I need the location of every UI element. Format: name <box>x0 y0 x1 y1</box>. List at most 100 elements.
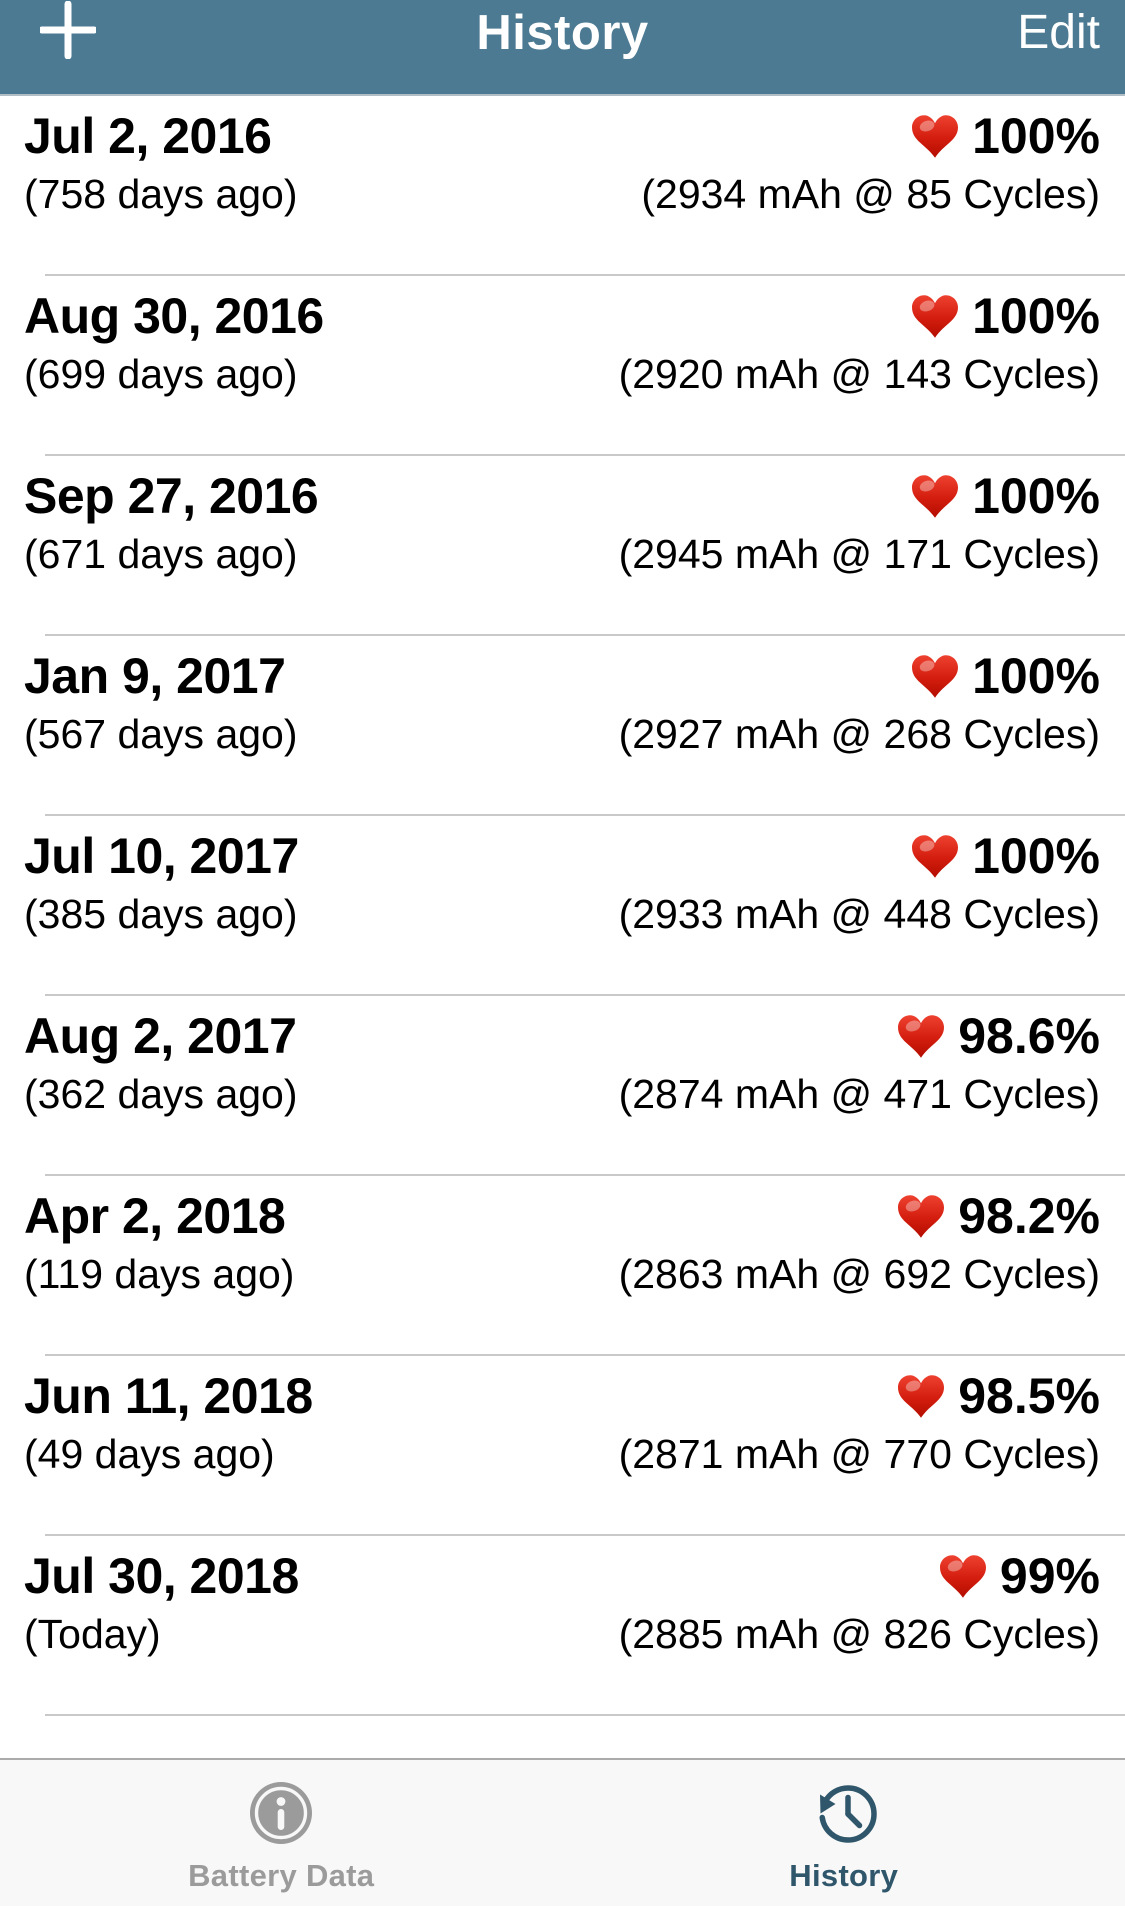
red-heart-icon <box>912 474 959 518</box>
red-heart-icon <box>898 1014 945 1058</box>
add-button[interactable] <box>38 0 98 60</box>
history-list-item[interactable]: Jun 11, 2018 (49 days ago) <box>0 1356 1125 1536</box>
row-separator <box>45 994 1125 996</box>
entry-capacity-cycles: (2945 mAh @ 171 Cycles) <box>618 531 1100 577</box>
entry-date: Apr 2, 2018 <box>24 1188 286 1244</box>
entry-left: Jan 9, 2017 (567 days ago) <box>24 646 298 762</box>
row-separator <box>45 1174 1125 1176</box>
history-list-item[interactable]: Jul 2, 2016 (758 days ago) <box>0 96 1125 276</box>
row-separator <box>45 634 1125 636</box>
entry-days-ago: (119 days ago) <box>24 1251 295 1297</box>
entry-days-ago: (567 days ago) <box>24 711 298 757</box>
entry-right: 98.2% (2863 mAh @ 692 Cycles) <box>619 1186 1100 1302</box>
entry-left: Jun 11, 2018 (49 days ago) <box>24 1366 313 1482</box>
history-list-item[interactable]: Jan 9, 2017 (567 days ago) <box>0 636 1125 816</box>
entry-health: 98.2% <box>619 1186 1100 1246</box>
entry-health-percent: 98.6% <box>958 1008 1100 1064</box>
entry-capacity-cycles: (2934 mAh @ 85 Cycles) <box>641 171 1100 217</box>
entry-date: Aug 2, 2017 <box>24 1008 297 1064</box>
entry-health-percent: 99% <box>999 1548 1100 1604</box>
entry-right: 100% (2927 mAh @ 268 Cycles) <box>619 646 1100 762</box>
entry-left: Sep 27, 2016 (671 days ago) <box>24 466 319 582</box>
nav-bar: History Edit <box>0 0 1125 96</box>
entry-left: Aug 30, 2016 (699 days ago) <box>24 286 324 402</box>
entry-date: Sep 27, 2016 <box>24 468 319 524</box>
tab-label-history: History <box>789 1858 899 1893</box>
history-list-item[interactable]: Aug 30, 2016 (699 days ago) <box>0 276 1125 456</box>
entry-health-percent: 100% <box>972 108 1100 164</box>
row-separator <box>45 814 1125 816</box>
entry-health-percent: 98.5% <box>958 1368 1100 1424</box>
red-heart-icon <box>912 114 959 158</box>
red-heart-icon <box>912 294 959 338</box>
entry-right: 100% (2945 mAh @ 171 Cycles) <box>619 466 1100 582</box>
entry-date: Jul 10, 2017 <box>24 828 299 884</box>
entry-health-percent: 100% <box>972 288 1100 344</box>
entry-health-percent: 100% <box>972 468 1100 524</box>
entry-right: 100% (2934 mAh @ 85 Cycles) <box>641 106 1100 222</box>
entry-left: Apr 2, 2018 (119 days ago) <box>24 1186 294 1302</box>
entry-right: 99% (2885 mAh @ 826 Cycles) <box>619 1546 1100 1662</box>
entry-capacity-cycles: (2863 mAh @ 692 Cycles) <box>618 1251 1100 1297</box>
entry-capacity-cycles: (2927 mAh @ 268 Cycles) <box>618 711 1100 757</box>
entry-health-percent: 100% <box>972 648 1100 704</box>
entry-left: Jul 30, 2018 (Today) <box>24 1546 299 1662</box>
history-list-item[interactable]: Aug 2, 2017 (362 days ago) <box>0 996 1125 1176</box>
red-heart-icon <box>912 834 959 878</box>
history-list-item[interactable]: Jul 10, 2017 (385 days ago) <box>0 816 1125 996</box>
history-list-item[interactable]: Apr 2, 2018 (119 days ago) <box>0 1176 1125 1356</box>
entry-capacity-cycles: (2874 mAh @ 471 Cycles) <box>618 1071 1100 1117</box>
red-heart-icon <box>898 1374 945 1418</box>
entry-right: 100% (2933 mAh @ 448 Cycles) <box>619 826 1100 942</box>
entry-health: 100% <box>641 106 1100 166</box>
entry-days-ago: (758 days ago) <box>24 171 298 217</box>
tab-battery-data[interactable]: Battery Data <box>0 1760 563 1906</box>
clock-history-icon <box>804 1780 884 1846</box>
row-separator <box>45 1714 1125 1716</box>
entry-capacity-cycles: (2871 mAh @ 770 Cycles) <box>618 1431 1100 1477</box>
history-list-item[interactable]: Sep 27, 2016 (671 days ago) <box>0 456 1125 636</box>
red-heart-icon <box>898 1194 945 1238</box>
entry-date: Jan 9, 2017 <box>24 648 286 704</box>
entry-date: Jul 30, 2018 <box>24 1548 299 1604</box>
entry-right: 98.5% (2871 mAh @ 770 Cycles) <box>619 1366 1100 1482</box>
entry-health-percent: 98.2% <box>958 1188 1100 1244</box>
entry-date: Jul 2, 2016 <box>24 108 272 164</box>
edit-button[interactable]: Edit <box>1017 0 1100 66</box>
tab-history[interactable]: History <box>563 1760 1125 1906</box>
entry-days-ago: (Today) <box>24 1611 161 1657</box>
entry-health: 98.6% <box>619 1006 1100 1066</box>
entry-health: 100% <box>619 286 1100 346</box>
row-separator <box>45 1354 1125 1356</box>
entry-left: Jul 10, 2017 (385 days ago) <box>24 826 299 942</box>
entry-days-ago: (385 days ago) <box>24 891 298 937</box>
entry-right: 100% (2920 mAh @ 143 Cycles) <box>619 286 1100 402</box>
entry-left: Jul 2, 2016 (758 days ago) <box>24 106 298 222</box>
row-separator <box>45 1534 1125 1536</box>
red-heart-icon <box>939 1554 986 1598</box>
info-circle-icon <box>249 1780 313 1846</box>
entry-capacity-cycles: (2885 mAh @ 826 Cycles) <box>618 1611 1100 1657</box>
history-list-item[interactable]: Jul 30, 2018 (Today) <box>0 1536 1125 1716</box>
entry-capacity-cycles: (2933 mAh @ 448 Cycles) <box>618 891 1100 937</box>
entry-days-ago: (362 days ago) <box>24 1071 298 1117</box>
row-separator <box>45 454 1125 456</box>
entry-health: 98.5% <box>619 1366 1100 1426</box>
entry-capacity-cycles: (2920 mAh @ 143 Cycles) <box>618 351 1100 397</box>
page-title: History <box>476 6 649 60</box>
history-list: Jul 2, 2016 (758 days ago) <box>0 96 1125 1716</box>
tab-label-battery-data: Battery Data <box>188 1858 375 1893</box>
entry-days-ago: (49 days ago) <box>24 1431 275 1477</box>
entry-right: 98.6% (2874 mAh @ 471 Cycles) <box>619 1006 1100 1122</box>
red-heart-icon <box>912 654 959 698</box>
entry-health: 100% <box>619 826 1100 886</box>
row-separator <box>45 274 1125 276</box>
tab-bar: Battery Data History <box>0 1758 1125 1906</box>
entry-health: 100% <box>619 646 1100 706</box>
entry-date: Jun 11, 2018 <box>24 1368 313 1424</box>
entry-left: Aug 2, 2017 (362 days ago) <box>24 1006 298 1122</box>
entry-health: 99% <box>619 1546 1100 1606</box>
entry-days-ago: (699 days ago) <box>24 351 298 397</box>
entry-date: Aug 30, 2016 <box>24 288 324 344</box>
